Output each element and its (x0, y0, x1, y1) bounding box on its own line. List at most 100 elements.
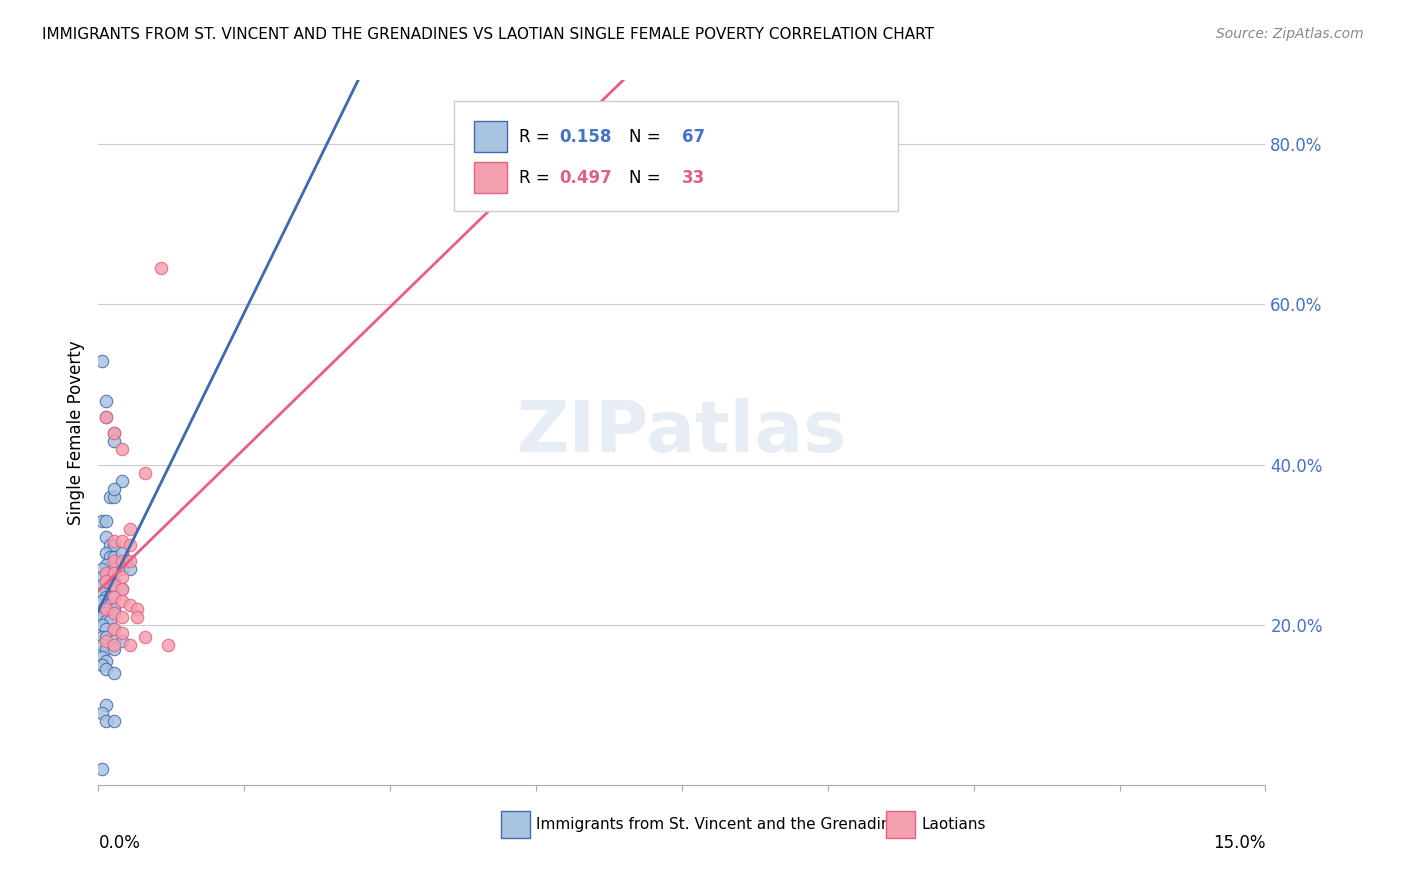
Point (91, 630, 114, 644)
Point (96, 714, 118, 728)
Point (91, 617, 114, 632)
Point (96, 582, 118, 596)
Point (111, 546, 134, 560)
Point (91, 762, 114, 776)
Point (98, 574, 121, 588)
Point (91, 609, 114, 624)
Point (103, 714, 125, 728)
Bar (474, 162, 508, 193)
Point (96, 409, 118, 424)
Point (118, 538, 141, 552)
Point (111, 633, 134, 648)
Text: IMMIGRANTS FROM ST. VINCENT AND THE GRENADINES VS LAOTIAN SINGLE FEMALE POVERTY : IMMIGRANTS FROM ST. VINCENT AND THE GREN… (42, 27, 934, 42)
Point (103, 434, 125, 448)
Point (111, 533, 134, 548)
Point (91, 586, 114, 600)
Point (118, 598, 141, 612)
Point (134, 466, 156, 480)
Point (118, 522, 141, 536)
Point (96, 622, 118, 636)
Point (96, 598, 118, 612)
Point (96, 630, 118, 644)
Point (111, 554, 134, 568)
Text: 0.497: 0.497 (560, 169, 612, 186)
Point (103, 549, 125, 564)
Point (96, 633, 118, 648)
Point (96, 558, 118, 572)
Point (134, 630, 156, 644)
Text: Laotians: Laotians (921, 817, 986, 832)
Text: R =: R = (519, 169, 554, 186)
Point (103, 533, 125, 548)
Point (157, 638, 180, 652)
Point (98, 490, 121, 504)
Point (96, 614, 118, 628)
Text: Immigrants from St. Vincent and the Grenadines: Immigrants from St. Vincent and the Gren… (536, 817, 908, 832)
Point (103, 574, 125, 588)
Point (103, 554, 125, 568)
Text: 33: 33 (682, 169, 706, 186)
Point (98, 590, 121, 604)
Point (127, 601, 149, 615)
Y-axis label: Single Female Poverty: Single Female Poverty (66, 341, 84, 524)
Point (103, 590, 125, 604)
Point (96, 393, 118, 408)
Point (91, 514, 114, 528)
Point (103, 425, 125, 440)
Point (103, 641, 125, 656)
Point (96, 606, 118, 620)
Point (118, 638, 141, 652)
Point (103, 633, 125, 648)
Point (103, 425, 125, 440)
Point (98, 614, 121, 628)
Point (96, 601, 118, 615)
Point (149, 261, 172, 276)
Point (103, 622, 125, 636)
Point (96, 662, 118, 676)
Point (127, 609, 149, 624)
Point (91, 562, 114, 576)
Point (103, 606, 125, 620)
Bar (886, 811, 915, 838)
Bar (501, 811, 530, 838)
Point (118, 554, 141, 568)
Point (91, 649, 114, 664)
Point (118, 562, 141, 576)
Point (111, 582, 134, 596)
Point (96, 546, 118, 560)
Point (111, 442, 134, 456)
Point (91, 706, 114, 720)
Point (103, 490, 125, 504)
Point (91, 594, 114, 608)
Point (91, 657, 114, 672)
Point (91, 638, 114, 652)
Bar (474, 121, 508, 153)
Point (96, 574, 118, 588)
Point (103, 482, 125, 496)
Point (103, 665, 125, 680)
Point (103, 601, 125, 615)
Point (103, 638, 125, 652)
Point (111, 570, 134, 584)
Point (111, 625, 134, 640)
Text: N =: N = (630, 128, 666, 145)
Point (111, 609, 134, 624)
Text: 0.158: 0.158 (560, 128, 612, 145)
Point (91, 578, 114, 592)
Point (96, 590, 118, 604)
Point (96, 530, 118, 544)
Point (98, 598, 121, 612)
Point (103, 562, 125, 576)
Text: Source: ZipAtlas.com: Source: ZipAtlas.com (1216, 27, 1364, 41)
Point (98, 582, 121, 596)
Point (103, 606, 125, 620)
Point (96, 698, 118, 712)
FancyBboxPatch shape (454, 102, 898, 211)
Point (91, 570, 114, 584)
Point (98, 538, 121, 552)
Text: ZIPatlas: ZIPatlas (517, 398, 846, 467)
Point (103, 578, 125, 592)
Point (103, 538, 125, 552)
Text: 67: 67 (682, 128, 704, 145)
Point (111, 562, 134, 576)
